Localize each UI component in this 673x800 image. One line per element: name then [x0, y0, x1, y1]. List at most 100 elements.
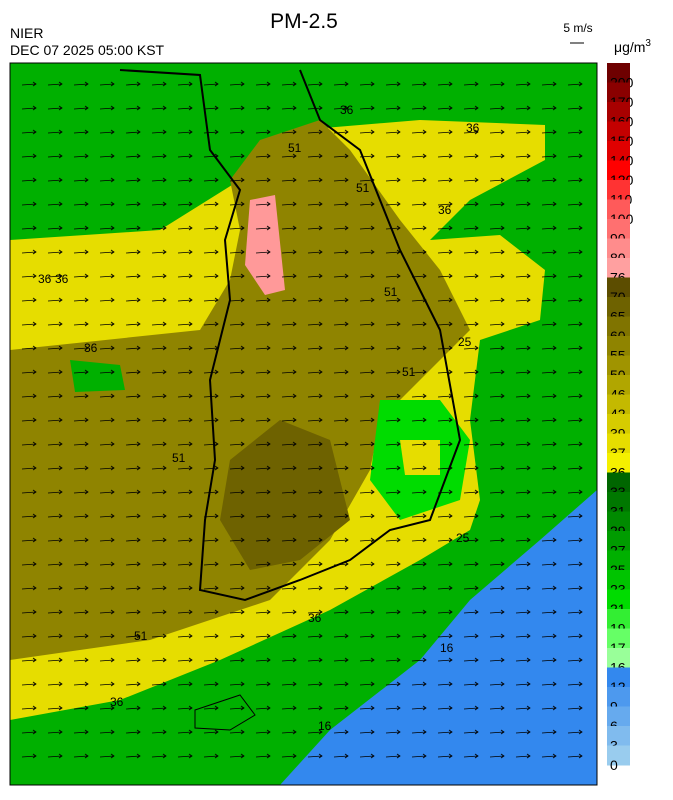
- wind-arrow: [125, 201, 141, 207]
- colorbar: 2001701601501401201101009080767065605550…: [607, 63, 634, 773]
- colorbar-cell: [607, 297, 630, 317]
- wind-arrow: [307, 633, 323, 639]
- wind-arrow: [73, 513, 89, 519]
- contour-label: 25: [456, 531, 470, 545]
- wind-arrow: [385, 561, 401, 567]
- wind-arrow: [203, 705, 219, 711]
- wind-arrow: [177, 609, 193, 615]
- wind-arrow: [151, 633, 167, 639]
- wind-arrow: [489, 633, 505, 639]
- wind-arrow: [359, 177, 375, 183]
- wind-arrow: [73, 81, 89, 87]
- wind-arrow: [307, 297, 323, 303]
- wind-arrow: [411, 321, 427, 327]
- wind-arrow: [47, 705, 63, 711]
- wind-arrow: [203, 753, 219, 759]
- wind-arrow: [229, 633, 245, 639]
- wind-arrow: [489, 225, 505, 231]
- wind-arrow: [567, 465, 583, 471]
- title: PM-2.5: [270, 10, 338, 33]
- wind-arrow: [385, 273, 401, 279]
- wind-arrow: [281, 177, 297, 183]
- wind-arrow: [541, 297, 557, 303]
- wind-arrow: [255, 705, 271, 711]
- wind-arrow: [47, 273, 63, 279]
- wind-arrow: [125, 345, 141, 351]
- wind-arrow: [489, 201, 505, 207]
- wind-arrow: [359, 753, 375, 759]
- wind-arrow: [255, 753, 271, 759]
- wind-arrow: [229, 513, 245, 519]
- wind-arrow: [359, 561, 375, 567]
- colorbar-cell: [607, 687, 630, 707]
- wind-arrow: [125, 633, 141, 639]
- wind-arrow: [515, 753, 531, 759]
- wind-arrow: [307, 489, 323, 495]
- wind-arrow: [203, 273, 219, 279]
- wind-arrow: [359, 417, 375, 423]
- wind-arrow: [229, 657, 245, 663]
- wind-arrow: [125, 249, 141, 255]
- colorbar-cell: [607, 160, 630, 181]
- wind-arrow: [515, 441, 531, 447]
- wind-arrow: [21, 537, 37, 543]
- wind-arrow: [463, 153, 479, 159]
- wind-arrow: [541, 441, 557, 447]
- wind-arrow: [385, 297, 401, 303]
- wind-arrow: [385, 441, 401, 447]
- wind-arrow: [489, 417, 505, 423]
- wind-arrow: [203, 681, 219, 687]
- wind-arrow: [489, 609, 505, 615]
- wind-arrow: [151, 609, 167, 615]
- unit-exp: 3: [645, 38, 651, 49]
- pink-zone: [245, 195, 285, 295]
- wind-arrow: [385, 537, 401, 543]
- wind-arrow: [437, 273, 453, 279]
- wind-arrow: [515, 153, 531, 159]
- wind-arrow: [281, 345, 297, 351]
- wind-arrow: [203, 321, 219, 327]
- wind-arrow: [411, 465, 427, 471]
- wind-arrow: [437, 465, 453, 471]
- wind-arrow: [151, 585, 167, 591]
- wind-arrow: [411, 129, 427, 135]
- wind-arrow: [73, 393, 89, 399]
- wind-arrow: [307, 657, 323, 663]
- wind-arrow: [151, 105, 167, 111]
- wind-arrows: [21, 81, 583, 759]
- wind-arrow: [515, 729, 531, 735]
- wind-arrow: [515, 297, 531, 303]
- wind-arrow: [73, 561, 89, 567]
- wind-arrow: [359, 729, 375, 735]
- wind-arrow: [255, 129, 271, 135]
- wind-arrow: [21, 753, 37, 759]
- wind-arrow: [203, 489, 219, 495]
- wind-arrow: [541, 393, 557, 399]
- wind-arrow: [203, 81, 219, 87]
- wind-arrow: [203, 249, 219, 255]
- wind-arrow: [411, 153, 427, 159]
- wind-arrow: [307, 393, 323, 399]
- wind-arrow: [359, 273, 375, 279]
- wind-arrow: [515, 225, 531, 231]
- wind-arrow: [151, 681, 167, 687]
- wind-arrow: [567, 105, 583, 111]
- wind-arrow: [281, 105, 297, 111]
- colorbar-cell: [607, 199, 630, 220]
- wind-arrow: [437, 705, 453, 711]
- wind-arrow: [567, 201, 583, 207]
- wind-arrow: [281, 729, 297, 735]
- wind-arrow: [151, 705, 167, 711]
- colorbar-cell: [607, 355, 630, 376]
- wind-arrow: [411, 249, 427, 255]
- wind-arrow: [73, 105, 89, 111]
- wind-arrow: [307, 729, 323, 735]
- wind-arrow: [99, 465, 115, 471]
- wind-arrow: [333, 561, 349, 567]
- wind-arrow: [489, 81, 505, 87]
- wind-arrow: [489, 177, 505, 183]
- map: 36 51 36 36 36 36 51 51 51 36 25 51 16 3…: [9, 62, 598, 786]
- wind-arrow: [541, 105, 557, 111]
- wind-arrow: [255, 273, 271, 279]
